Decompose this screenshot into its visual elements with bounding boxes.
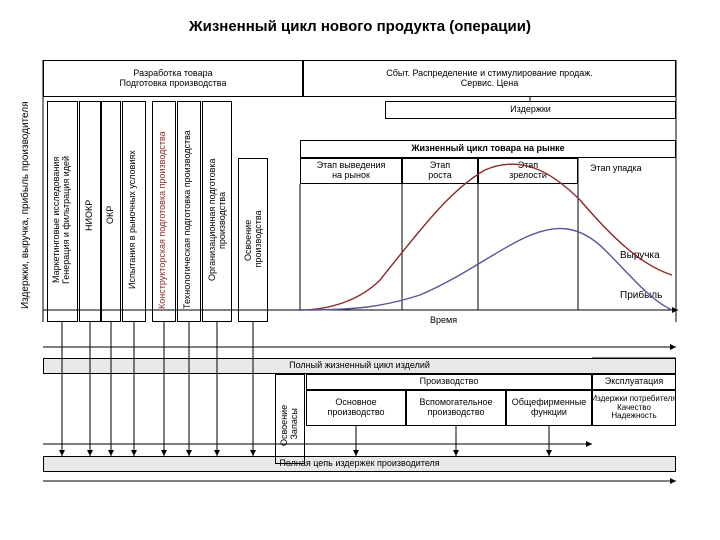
diagram-svg [0,0,720,540]
revenue-curve [300,164,672,310]
